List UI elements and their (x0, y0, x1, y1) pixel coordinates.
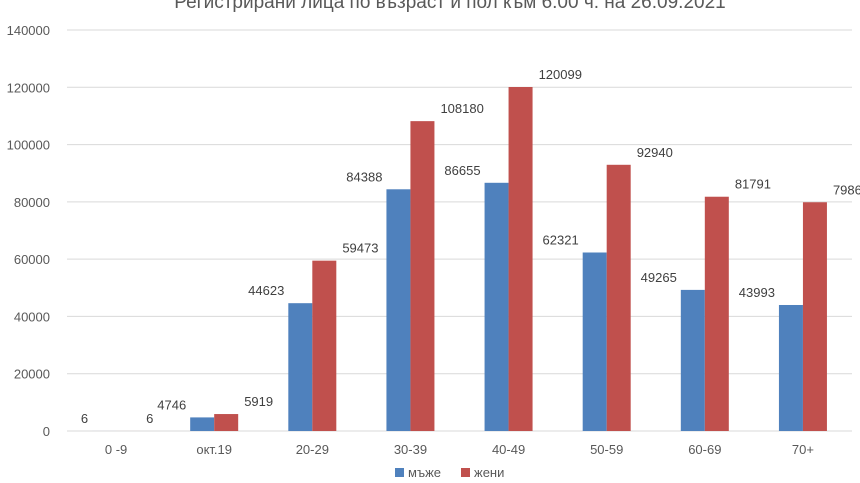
data-label: 79862 (833, 182, 860, 197)
data-label: 43993 (739, 285, 775, 300)
x-tick-label: окт.19 (196, 442, 232, 457)
bar-мъже-3 (288, 303, 313, 431)
data-label: 81791 (735, 177, 771, 192)
y-tick-label: 120000 (7, 80, 50, 95)
chart-title: Регистрирани лица по възраст и пол към 6… (174, 0, 725, 13)
data-label: 84388 (346, 169, 382, 184)
x-tick-label: 20-29 (296, 442, 329, 457)
legend-label: мъже (408, 465, 441, 480)
legend-label: жени (474, 465, 504, 480)
legend-swatch (461, 468, 470, 477)
bar-жени-7 (704, 196, 729, 431)
legend-swatch (395, 468, 404, 477)
data-label: 5919 (244, 394, 273, 409)
data-label: 86655 (444, 163, 480, 178)
data-label: 62321 (543, 232, 579, 247)
bar-мъже-6 (582, 252, 607, 431)
y-tick-label: 80000 (14, 195, 50, 210)
x-tick-label: 30-39 (394, 442, 427, 457)
bar-мъже-7 (680, 289, 705, 431)
data-label: 108180 (440, 101, 483, 116)
bar-мъже-8 (778, 304, 803, 431)
data-label: 59473 (342, 241, 378, 256)
gridlines (67, 29, 852, 432)
x-tick-label: 40-49 (492, 442, 525, 457)
data-label: 44623 (248, 283, 284, 298)
bar-жени-8 (802, 202, 827, 431)
bar-мъже-5 (484, 182, 509, 431)
data-label: 49265 (641, 270, 677, 285)
data-labels: 6 6 4746 5919 44623 59473 84388 108180 86655 1200… (81, 67, 860, 426)
bar-жени-5 (508, 87, 533, 432)
bar-жени-4 (410, 121, 435, 431)
y-tick-label: 0 (43, 424, 50, 439)
data-label: 4746 (157, 397, 186, 412)
data-label: 92940 (637, 145, 673, 160)
x-axis: 0 -9 окт.19 20-29 30-39 40-49 50-59 60-69 70+ (105, 442, 814, 457)
bar-жени-3 (312, 260, 337, 431)
bar-жени-6 (606, 164, 631, 432)
bar-мъже-4 (386, 189, 411, 431)
bar-жени-2 (214, 414, 239, 431)
x-tick-label: 70+ (792, 442, 814, 457)
y-tick-label: 140000 (7, 23, 50, 38)
y-axis: 0 20000 40000 60000 80000 100000 120000 140000 (7, 23, 50, 439)
bars (92, 87, 827, 432)
x-tick-label: 0 -9 (105, 442, 127, 457)
data-label: 120099 (539, 67, 582, 82)
legend: мъже жени (395, 465, 504, 480)
bar-мъже-2 (190, 417, 215, 431)
y-tick-label: 20000 (14, 367, 50, 382)
data-label: 6 (146, 411, 153, 426)
data-label: 6 (81, 411, 88, 426)
y-tick-label: 60000 (14, 252, 50, 267)
x-tick-label: 60-69 (688, 442, 721, 457)
x-tick-label: 50-59 (590, 442, 623, 457)
y-tick-label: 40000 (14, 309, 50, 324)
y-tick-label: 100000 (7, 138, 50, 153)
